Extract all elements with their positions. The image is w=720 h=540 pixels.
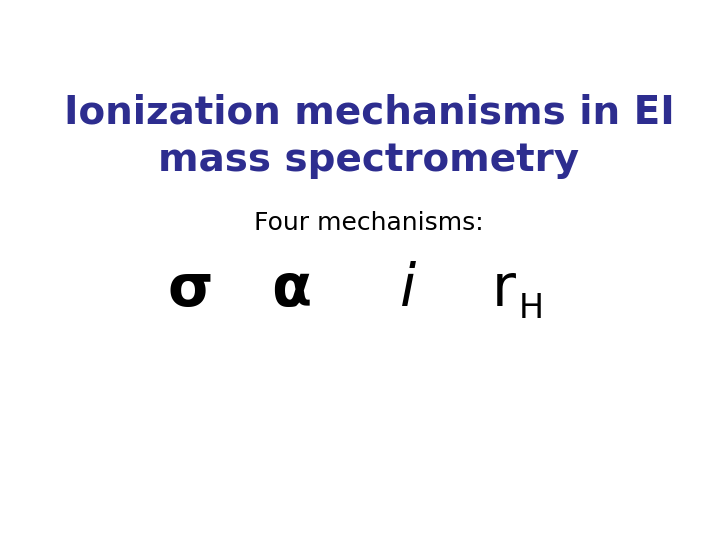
Text: i: i — [400, 261, 416, 318]
Text: H: H — [518, 292, 544, 325]
Text: α: α — [271, 261, 311, 318]
Text: r: r — [492, 261, 516, 318]
Text: Ionization mechanisms in EI
mass spectrometry: Ionization mechanisms in EI mass spectro… — [63, 94, 675, 179]
Text: σ: σ — [168, 261, 213, 318]
Text: Four mechanisms:: Four mechanisms: — [254, 211, 484, 235]
